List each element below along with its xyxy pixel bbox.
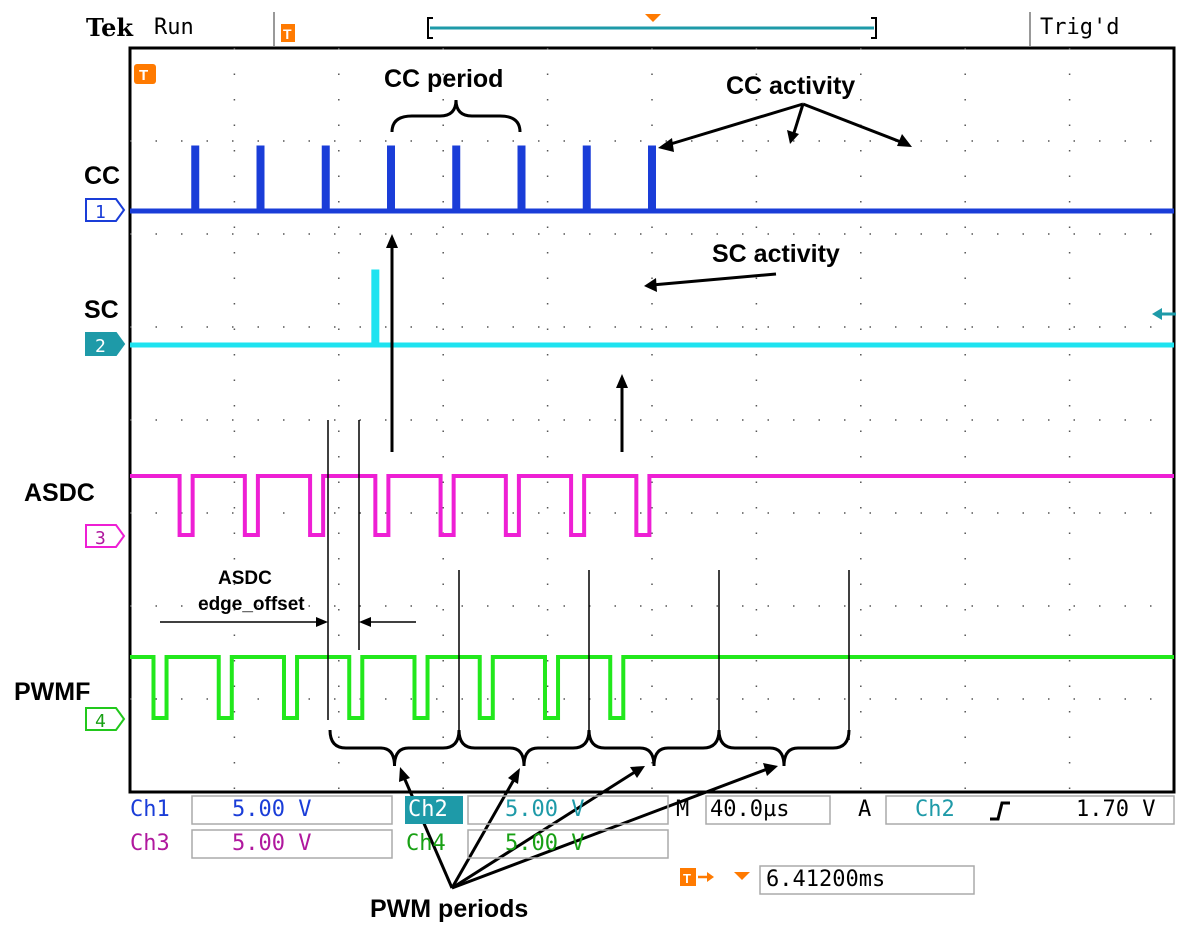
ch1-volts: 5.00 V <box>232 797 311 822</box>
trace-pwmf <box>130 655 1174 720</box>
sc-activity-label: SC activity <box>712 240 840 268</box>
waveform-traces <box>130 145 1174 720</box>
ch2-readout-name: Ch2 <box>408 797 448 822</box>
ch3-readout-name: Ch3 <box>130 831 170 856</box>
trigger-prefix: A <box>858 797 871 822</box>
channel-label-cc: CC <box>84 162 120 190</box>
channel-label-pwmf: PWMF <box>14 678 90 706</box>
svg-text:1: 1 <box>95 202 106 223</box>
rising-edge-icon <box>990 801 1010 821</box>
waveform-pwmf <box>130 655 1174 720</box>
cc-period-annotation: CC period <box>384 65 522 133</box>
svg-text:T: T <box>283 26 292 42</box>
svg-text:T: T <box>139 67 148 84</box>
svg-text:2: 2 <box>95 336 106 357</box>
edge-offset-annotation: ASDC edge_offset <box>160 420 416 720</box>
acquisition-state: Run <box>154 15 194 40</box>
svg-text:T: T <box>683 871 691 886</box>
ch2-marker: 2 <box>85 332 126 357</box>
trace-sc <box>130 269 1174 348</box>
cc-activity-annotation: CC activity <box>658 72 912 152</box>
svg-text:3: 3 <box>95 528 106 549</box>
trigger-position-marker: T <box>281 24 295 42</box>
channel-label-sc: SC <box>84 296 119 324</box>
ch4-marker: 4 <box>85 707 126 732</box>
edge-offset-label-line2: edge_offset <box>198 594 305 615</box>
trace-asdc <box>130 474 1174 537</box>
trigger-level: 1.70 V <box>1076 797 1155 822</box>
svg-text:4: 4 <box>95 711 106 732</box>
ch3-volts: 5.00 V <box>232 831 311 856</box>
record-view-bar <box>427 14 877 39</box>
cc-period-label: CC period <box>384 65 503 93</box>
timebase-value: 40.0µs <box>710 797 789 822</box>
brand-logo: Tek <box>86 13 134 42</box>
ch1-readout-name: Ch1 <box>130 797 170 822</box>
waveform-sc <box>130 269 1174 348</box>
ch3-marker: 3 <box>85 524 126 549</box>
channel-label-asdc: ASDC <box>24 479 95 507</box>
timebase-prefix: M <box>676 797 689 822</box>
ch2-volts: 5.00 V <box>505 797 584 822</box>
edge-offset-label-line1: ASDC <box>218 568 272 589</box>
trigger-position-value: 6.41200ms <box>766 867 885 892</box>
waveform-asdc <box>130 474 1174 537</box>
trigger-level-arrow-icon <box>1152 308 1176 320</box>
trigger-source: Ch2 <box>915 797 955 822</box>
pwm-periods-annotation: PWM periods <box>328 570 851 923</box>
trace-cc <box>130 145 1174 214</box>
cc-activity-label: CC activity <box>726 72 855 100</box>
ch1-marker: 1 <box>85 198 126 223</box>
trigger-offset-icon: T <box>680 868 750 886</box>
waveform-cc <box>130 145 1174 214</box>
sc-activity-annotation: SC activity <box>644 240 840 292</box>
channel-readouts: Ch1 5.00 V Ch2 5.00 V Ch3 5.00 V Ch4 5.0… <box>130 795 1175 895</box>
trigger-status: Trig'd <box>1040 15 1119 40</box>
pwm-periods-label: PWM periods <box>370 895 528 923</box>
causal-arrows <box>386 234 628 452</box>
ch4-volts: 5.00 V <box>505 831 584 856</box>
trigger-icon: T <box>134 64 156 84</box>
ch4-readout-name: Ch4 <box>406 831 446 856</box>
